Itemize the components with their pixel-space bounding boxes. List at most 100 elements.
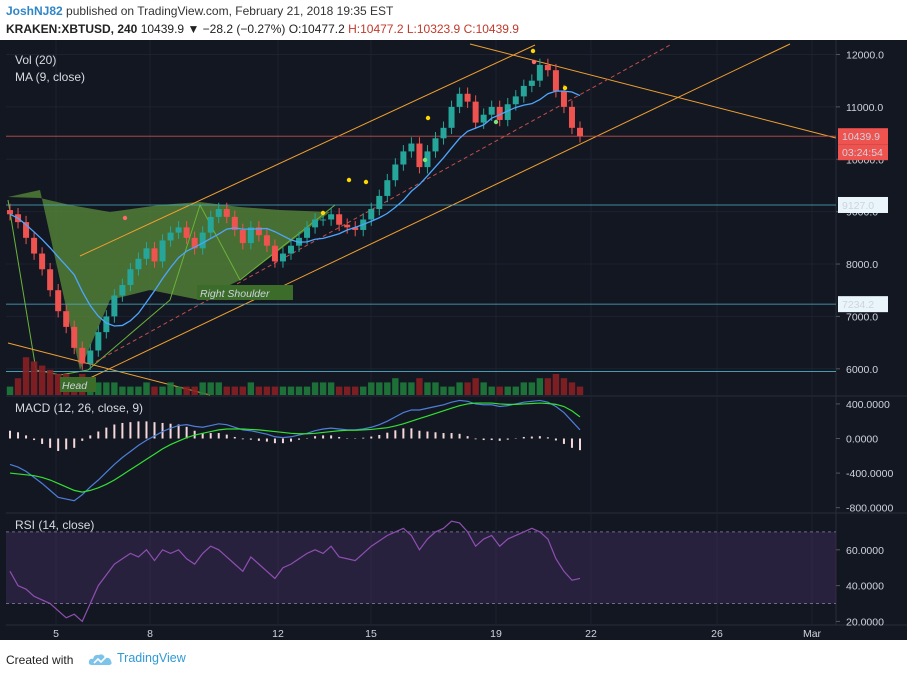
y-tick-label: 8000.0 [846,259,878,271]
macd-legend: MACD (12, 26, close, 9) [15,401,143,415]
y-tick-label: 20.0000 [846,616,884,628]
volume-bar [191,386,198,395]
volume-bar [400,382,407,395]
chart-canvas[interactable]: 581215192226Mar6000.07000.08000.09000.01… [0,40,907,640]
volume-bar [95,382,102,395]
macd-line [9,399,581,502]
volume-bar [263,386,271,395]
created-with-text: Created with [6,653,74,667]
chart-footer: Created with TradingView [0,640,907,678]
candle-body [271,245,278,262]
candle-body [496,106,503,120]
signal-marker [363,179,369,185]
symbol-name[interactable]: KRAKEN:XBTUSD, 240 [6,22,138,36]
ohlc-high: H:10477.2 [348,22,404,36]
ohlc-low: L:10323.9 [406,22,461,36]
volume-bar [384,382,391,395]
volume-bar [424,382,431,395]
descending-line [469,43,837,139]
candle-body [552,70,559,92]
candle-body [247,227,254,244]
candle-body [143,248,150,259]
candle-body [135,258,142,270]
candle-body [464,93,471,102]
candle-body [352,227,359,230]
candle-body [544,64,551,71]
candle-body [63,311,70,327]
candle-body [287,245,294,254]
signal-marker [530,48,536,54]
price-label-box [838,196,888,213]
candle-body [448,106,455,128]
candle-body [175,227,182,233]
candle-body [263,235,270,246]
volume-bar [247,382,255,395]
volume-bar [215,382,222,395]
volume-bar [360,386,367,395]
candle-body [577,127,583,137]
candle-body [528,80,535,86]
volume-bar [408,382,415,395]
volume-bar [512,386,519,395]
x-tick-label: 15 [365,628,377,640]
candle-body [368,209,375,220]
rsi-band [6,531,836,604]
candle-body [159,240,166,262]
candle-body [223,209,230,217]
candle-body [207,216,214,233]
candle-body [239,229,246,244]
signal-line [9,402,581,493]
price-label: 7234.2 [842,299,874,311]
volume-bar [167,382,174,395]
volume-bar [368,382,375,395]
volume-bar [175,386,182,395]
price-label-box [838,144,888,161]
candle-body [23,222,30,238]
right-shoulder-annotation [197,285,293,300]
candle-body [432,138,439,152]
volume-bar [239,386,247,395]
candle-body [504,104,511,120]
price-label: 03:24:54 [842,147,883,159]
y-tick-label: 40.0000 [846,581,884,593]
candle-body [488,106,495,115]
candle-body [384,180,391,196]
publish-line: JoshNJ82 published on TradingView.com, F… [6,4,393,18]
candle-body [568,106,575,128]
candle-body [111,295,118,317]
volume-bar [223,386,230,395]
volume-bar [343,386,351,395]
volume-bar [6,386,14,395]
volume-bar [199,382,206,395]
x-tick-label: 26 [711,628,723,640]
y-tick-label: -800.0000 [846,503,893,515]
candle-body [416,143,423,168]
author-name[interactable]: JoshNJ82 [6,4,63,18]
candle-body [336,214,343,225]
price-label: 10439.9 [842,131,880,143]
volume-bar [352,386,359,395]
volume-bar [552,374,560,395]
candle-body [7,210,13,215]
candle-body [191,237,198,249]
candle-body [39,253,46,270]
y-tick-label: 6000.0 [846,364,878,376]
candle-body [95,332,102,351]
tradingview-link[interactable]: TradingView [117,651,186,665]
volume-bar [488,386,495,395]
old-trend-line [7,342,211,396]
y-tick-label: -400.0000 [846,468,893,480]
candle-body [536,64,543,81]
volume-bar [480,382,487,395]
candle-body [183,227,190,238]
candle-body [376,195,383,210]
volume-bar [496,386,503,395]
candle-body [472,101,479,123]
candle-body [400,151,407,165]
ohlc-close: C:10439.9 [463,22,519,36]
candle-body [320,219,327,221]
candle-body [440,127,447,139]
volume-bar [38,365,46,395]
volume-legend: Vol (20) [15,53,56,67]
published-text: published on TradingView.com, February 2… [66,4,394,18]
